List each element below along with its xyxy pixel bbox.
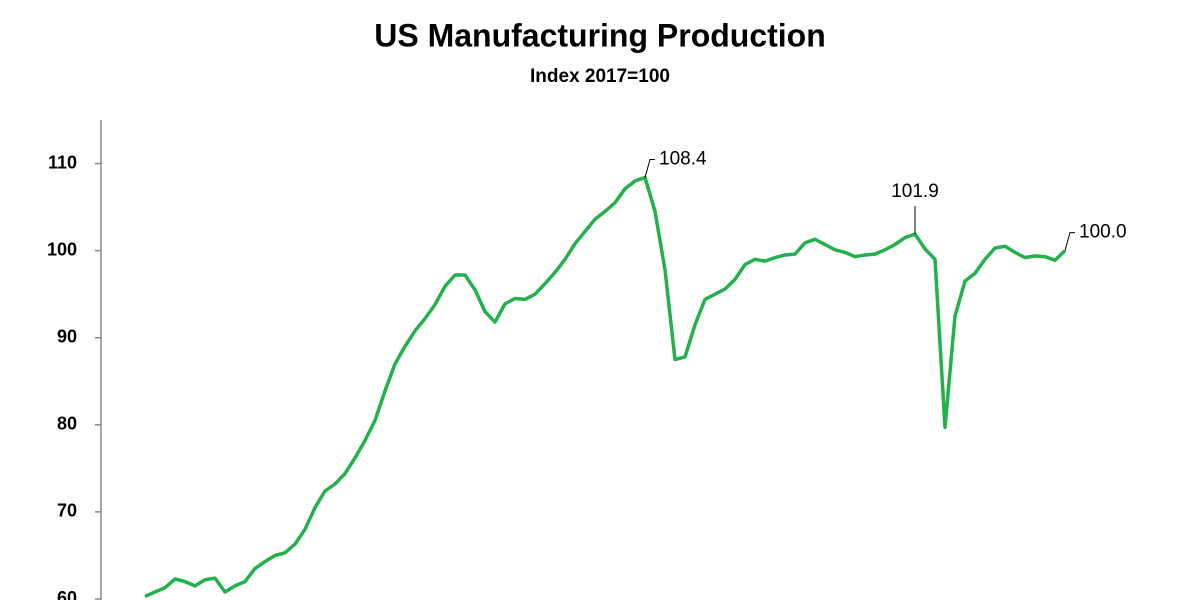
y-tick-label: 80 — [57, 414, 77, 434]
annotation-leader — [1064, 232, 1075, 251]
annotation: 100.0 — [1079, 222, 1127, 243]
y-tick-label: 90 — [57, 326, 77, 346]
y-tick-label: 60 — [57, 588, 77, 600]
chart-subtitle: Index 2017=100 — [530, 66, 670, 87]
y-tick-label: 110 — [48, 152, 77, 172]
annotation-leader — [644, 158, 655, 178]
y-tick-label: 100 — [47, 239, 77, 259]
chart-title: US Manufacturing Production — [374, 17, 826, 53]
annotation: 101.9 — [891, 181, 939, 202]
annotation: 108.4 — [659, 148, 707, 169]
data-line — [144, 175, 1067, 599]
y-tick-label: 70 — [57, 501, 77, 521]
